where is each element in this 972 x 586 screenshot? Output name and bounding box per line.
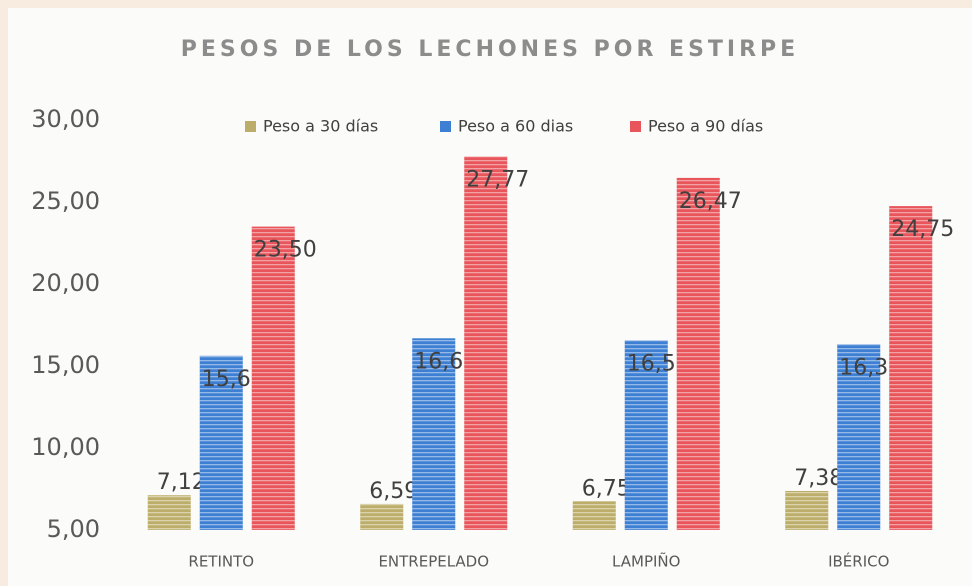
y-tick-label: 15,00 bbox=[31, 351, 100, 379]
legend-swatch bbox=[440, 121, 451, 132]
data-label: 27,77 bbox=[466, 168, 529, 193]
bar-texture bbox=[624, 340, 668, 530]
bar-texture bbox=[147, 495, 191, 530]
chart-title: PESOS DE LOS LECHONES POR ESTIRPE bbox=[181, 37, 799, 62]
data-label: 23,50 bbox=[254, 238, 317, 263]
y-tick-label: 10,00 bbox=[31, 433, 100, 461]
bar-texture bbox=[464, 156, 508, 530]
y-tick-label: 25,00 bbox=[31, 187, 100, 215]
bar-texture bbox=[412, 338, 456, 530]
bar-texture bbox=[837, 344, 881, 530]
legend-label: Peso a 60 dias bbox=[458, 117, 573, 136]
x-tick-label: RETINTO bbox=[188, 553, 254, 571]
data-label: 6,75 bbox=[582, 476, 631, 501]
bar-texture bbox=[572, 501, 616, 530]
legend-swatch bbox=[630, 121, 641, 132]
x-tick-label: IBÉRICO bbox=[828, 552, 889, 571]
bar-texture bbox=[360, 503, 404, 530]
x-tick-label: LAMPIÑO bbox=[612, 552, 680, 571]
data-label: 6,59 bbox=[369, 479, 418, 504]
data-label: 7,12 bbox=[157, 470, 206, 495]
data-label: 24,75 bbox=[891, 217, 954, 242]
legend-swatch bbox=[245, 121, 256, 132]
data-label: 26,47 bbox=[679, 189, 742, 214]
bar-texture bbox=[199, 355, 243, 530]
bar-texture bbox=[785, 490, 829, 530]
y-tick-label: 5,00 bbox=[47, 515, 100, 543]
legend-label: Peso a 90 días bbox=[648, 117, 763, 136]
bar-texture bbox=[889, 206, 933, 530]
bar-texture bbox=[251, 226, 295, 530]
bar-texture bbox=[676, 177, 720, 530]
y-tick-label: 30,00 bbox=[31, 105, 100, 133]
y-tick-label: 20,00 bbox=[31, 269, 100, 297]
data-label: 7,38 bbox=[794, 466, 843, 491]
x-tick-label: ENTREPELADO bbox=[378, 553, 489, 571]
legend-label: Peso a 30 días bbox=[263, 117, 378, 136]
